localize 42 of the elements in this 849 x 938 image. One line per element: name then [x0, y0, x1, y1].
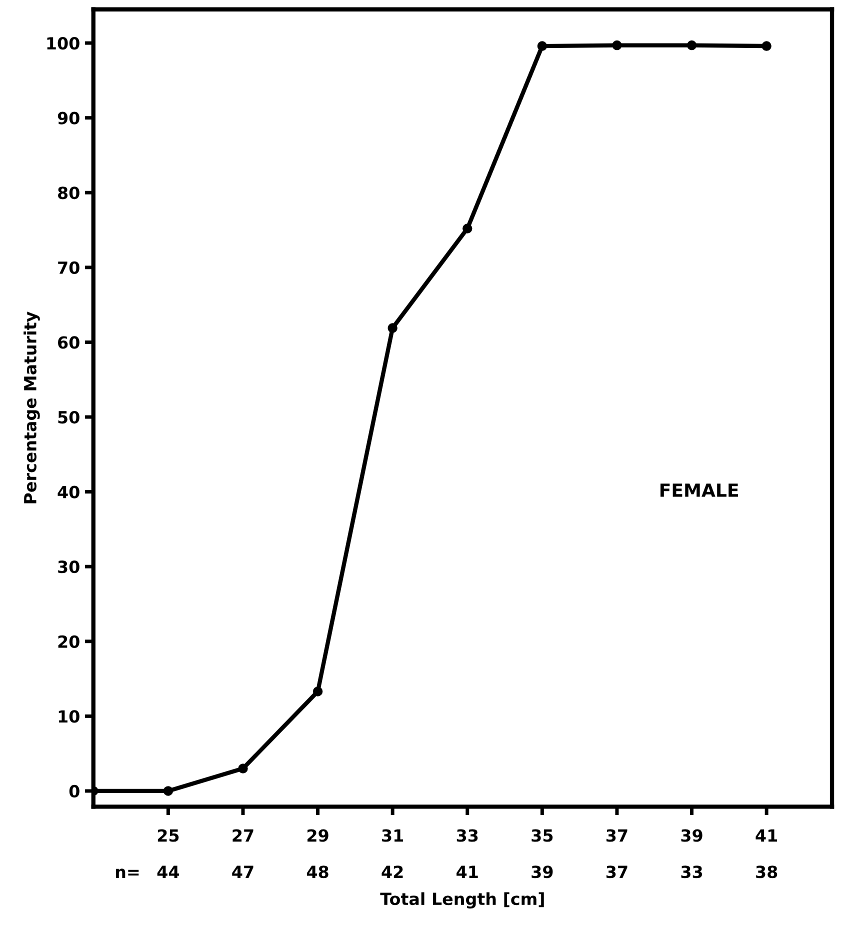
x-axis-title: Total Length [cm]	[380, 892, 544, 909]
y-tick-label: 50	[58, 410, 80, 424]
y-tick-label: 20	[58, 635, 80, 648]
point	[462, 224, 472, 234]
x-tick-label: 33	[456, 829, 478, 842]
text: 41	[456, 866, 478, 878]
y-tick-label: 90	[58, 112, 80, 124]
point	[312, 686, 323, 696]
point	[163, 786, 174, 796]
text: 38	[756, 866, 778, 878]
x-tick-label: 39	[681, 829, 702, 842]
y-tick-label: 100	[47, 37, 80, 50]
x-tick-label: 25	[158, 829, 179, 842]
y-tick-label: 80	[58, 186, 80, 200]
x-tick-label: 41	[756, 829, 778, 842]
y-tick-label: 60	[58, 336, 80, 349]
y-tick-label: 70	[58, 261, 80, 274]
x-tick-label: 29	[308, 829, 328, 842]
text: 44	[157, 866, 180, 878]
y-tick-label: 40	[58, 486, 80, 498]
text: 48	[306, 866, 328, 878]
text: 37	[606, 866, 628, 878]
point	[762, 41, 772, 51]
y-tick-label: 30	[58, 560, 80, 574]
point	[686, 40, 697, 50]
point	[612, 40, 622, 50]
y-axis-title: Percentage Maturity	[24, 312, 40, 504]
annotation: FEMALE	[660, 484, 738, 497]
text: 47	[232, 866, 254, 878]
point	[238, 764, 248, 774]
text: 33	[681, 866, 702, 878]
text: 39	[532, 866, 553, 878]
point	[388, 323, 398, 333]
text: 42	[382, 866, 403, 878]
x-tick-label: 31	[382, 829, 404, 842]
text: n=	[116, 868, 139, 878]
point	[537, 41, 548, 51]
x-tick-label: 27	[232, 829, 254, 842]
y-tick-label: 0	[69, 784, 80, 798]
x-tick-label: 37	[606, 829, 628, 842]
x-tick-label: 35	[532, 829, 553, 842]
y-tick-label: 10	[58, 710, 80, 723]
